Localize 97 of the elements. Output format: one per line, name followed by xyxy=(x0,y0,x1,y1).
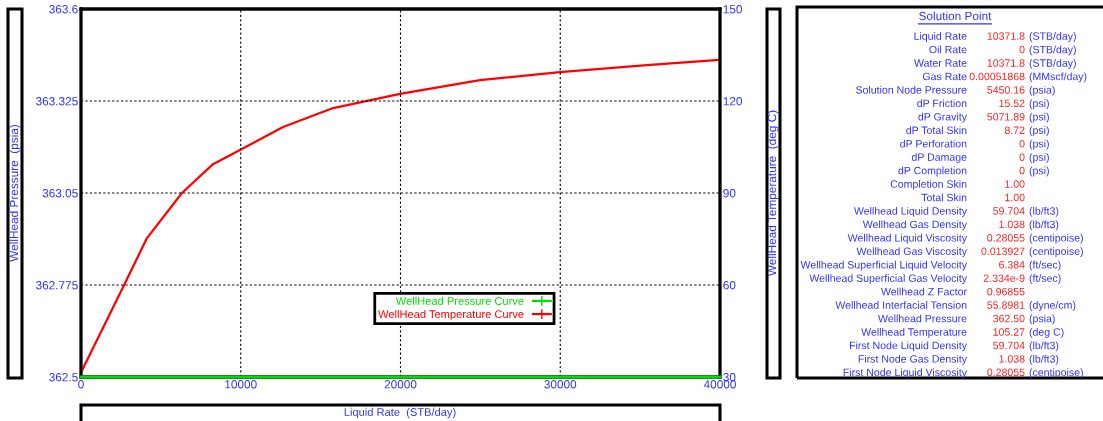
text: Total Skin xyxy=(921,193,967,202)
y2-tick-label: 30 xyxy=(723,373,736,382)
text: Wellhead Gas Density xyxy=(862,220,967,231)
text: (centipoise) xyxy=(1029,233,1083,244)
y2-axis-title: WellHead Temperature (deg C) xyxy=(767,110,779,277)
text: First Node Gas Density xyxy=(858,354,967,365)
text: 10371.8 xyxy=(987,32,1025,40)
text: (lb/ft3) xyxy=(1029,220,1059,231)
text: 1.038 xyxy=(999,355,1025,363)
text: 10371.8 xyxy=(987,59,1025,67)
text: Gas Rate xyxy=(922,72,967,81)
text: Wellhead Temperature xyxy=(861,327,967,338)
text: 0 xyxy=(1019,45,1025,54)
text: Wellhead Pressure xyxy=(878,314,967,323)
text: Water Rate xyxy=(914,59,967,67)
text: (psi) xyxy=(1029,126,1049,137)
text: Oil Rate xyxy=(929,45,967,54)
y2-tick-label: 120 xyxy=(723,97,743,106)
text: 5450.16 xyxy=(987,86,1025,94)
text: (ft/sec) xyxy=(1029,274,1061,285)
text: 59.704 xyxy=(993,341,1025,350)
text: Wellhead Liquid Viscosity xyxy=(847,233,967,244)
text: (STB/day) xyxy=(1029,45,1076,56)
y-tick-label: 363.05 xyxy=(42,189,78,198)
x-tick-label: 30000 xyxy=(544,380,577,389)
text: Wellhead Superficial Gas Velocity xyxy=(809,274,967,285)
x-tick-label: 40000 xyxy=(703,380,736,389)
text: 105.27 xyxy=(993,328,1025,336)
x-tick-label: 0 xyxy=(78,380,84,389)
text: dP Gravity xyxy=(918,112,967,123)
text: 0 xyxy=(1019,166,1025,175)
text: dP Damage xyxy=(911,153,967,163)
text: (psia) xyxy=(1029,314,1055,325)
y-tick-label: 363.6 xyxy=(49,5,78,14)
text: Wellhead Interfacial Tension xyxy=(835,301,967,309)
text: dP Completion xyxy=(898,166,967,177)
x-axis-title: Liquid Rate (STB/day) xyxy=(344,407,456,419)
text: 6.384 xyxy=(999,261,1025,269)
y2-tick-label: 90 xyxy=(723,189,736,198)
y-axis-title: WellHead Pressure (psia) xyxy=(9,124,21,262)
text: 0.28055 xyxy=(987,368,1025,377)
text: 1.038 xyxy=(999,220,1025,229)
text: 55.8981 xyxy=(987,301,1025,309)
text: (ft/sec) xyxy=(1029,260,1061,271)
text: 8.72 xyxy=(1004,126,1025,134)
text: (psi) xyxy=(1029,166,1049,177)
text: First Node Liquid Viscosity xyxy=(843,368,967,379)
text: Wellhead Liquid Density xyxy=(854,206,967,217)
text: (centipoise) xyxy=(1029,368,1083,379)
line-series xyxy=(79,58,720,374)
text: dP Friction xyxy=(917,99,967,108)
text: 0 xyxy=(1019,153,1025,161)
text: (dyne/cm) xyxy=(1029,301,1076,311)
legend-label: WellHead Pressure Curve xyxy=(395,296,524,305)
text: (psi) xyxy=(1029,112,1049,123)
text: (psi) xyxy=(1029,153,1049,163)
text: 0.013927 xyxy=(981,247,1025,256)
text: Solution Point xyxy=(919,11,992,21)
text: 15.52 xyxy=(999,99,1025,108)
text: 5071.89 xyxy=(987,113,1025,121)
legend-label: WellHead Temperature Curve xyxy=(378,309,524,321)
y-tick-label: 363.325 xyxy=(36,97,78,106)
x-tick-label: 20000 xyxy=(384,380,417,389)
text: (lb/ft3) xyxy=(1029,341,1059,352)
text: Wellhead Gas Viscosity xyxy=(856,247,967,258)
text: (deg C) xyxy=(1029,327,1064,338)
text: 1.00 xyxy=(1005,180,1025,188)
text: 0 xyxy=(1019,139,1025,148)
text: (centipoise) xyxy=(1029,247,1083,258)
text: 1.00 xyxy=(1005,193,1025,202)
text: (MMscf/day) xyxy=(1029,72,1087,83)
x-tick-label: 10000 xyxy=(225,380,257,389)
text: Liquid Rate xyxy=(914,32,967,42)
y-tick-label: 362.775 xyxy=(36,281,78,290)
text: Wellhead Superficial Liquid Velocity xyxy=(800,260,967,271)
text: (psi) xyxy=(1029,99,1049,110)
text: (psi) xyxy=(1029,139,1049,150)
text: (lb/ft3) xyxy=(1029,354,1059,365)
text: 362.50 xyxy=(993,314,1025,323)
text: 59.704 xyxy=(993,207,1025,215)
text: 2.334e-9 xyxy=(983,274,1025,282)
text: (STB/day) xyxy=(1029,32,1076,42)
y2-tick-label: 150 xyxy=(723,5,743,14)
text: Solution Node Pressure xyxy=(856,85,967,94)
text: 0.00051868 xyxy=(969,72,1025,81)
text: (psia) xyxy=(1029,85,1055,96)
text: Wellhead Z Factor xyxy=(881,287,967,296)
text: 0.96855 xyxy=(987,287,1025,296)
y2-tick-label: 60 xyxy=(723,281,736,290)
text: dP Perforation xyxy=(900,139,967,148)
text: 0.28055 xyxy=(987,234,1025,242)
text: dP Total Skin xyxy=(906,126,967,134)
text: (lb/ft3) xyxy=(1029,206,1059,217)
y-tick-label: 362.5 xyxy=(49,373,78,382)
text: (STB/day) xyxy=(1029,58,1076,69)
text: First Node Liquid Density xyxy=(849,341,967,352)
text: Completion Skin xyxy=(890,180,967,190)
